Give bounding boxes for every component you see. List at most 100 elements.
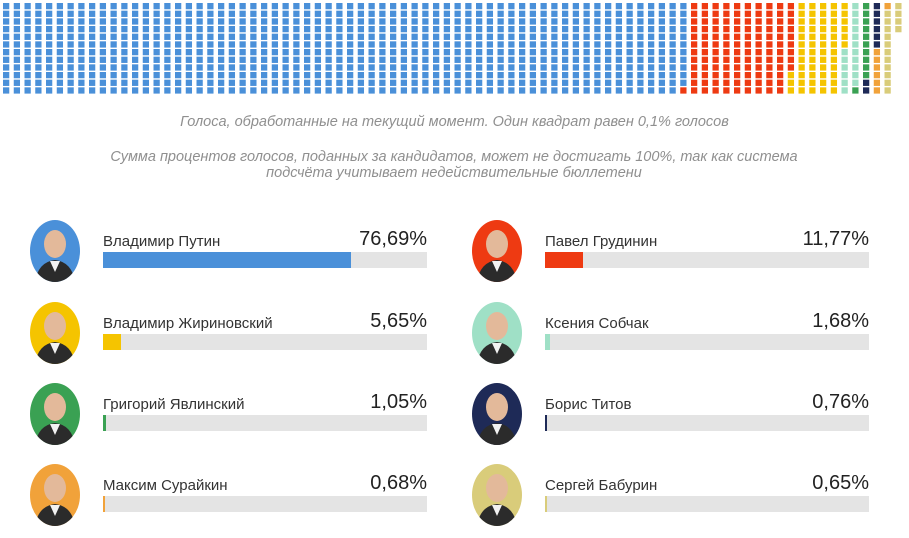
waffle-square	[400, 26, 408, 33]
waffle-square	[572, 79, 580, 86]
waffle-square	[228, 64, 236, 71]
waffle-square	[691, 33, 698, 40]
waffle-square	[852, 72, 859, 79]
waffle-square	[153, 49, 160, 56]
waffle-square	[89, 49, 96, 56]
waffle-square	[121, 87, 128, 94]
waffle-square	[56, 26, 64, 33]
waffle-square	[562, 33, 569, 40]
waffle-square	[787, 33, 795, 40]
waffle-square	[766, 33, 773, 40]
waffle-square	[185, 33, 193, 40]
waffle-square	[132, 64, 139, 71]
waffle-square	[540, 18, 547, 25]
waffle-square	[99, 26, 107, 33]
waffle-square	[766, 64, 773, 71]
waffle-square	[508, 18, 515, 25]
portrait-icon	[35, 393, 75, 445]
waffle-square	[572, 41, 580, 48]
waffle-square	[691, 26, 698, 33]
waffle-square	[755, 49, 762, 56]
bar-track	[103, 496, 427, 512]
waffle-square	[852, 41, 859, 48]
waffle-square	[701, 41, 709, 48]
waffle-square	[497, 18, 504, 25]
waffle-square	[347, 72, 354, 79]
waffle-square	[46, 26, 53, 33]
waffle-square	[35, 33, 42, 40]
waffle-square	[293, 72, 300, 79]
waffle-square	[852, 49, 859, 56]
waffle-square	[551, 79, 558, 86]
waffle-square	[185, 64, 193, 71]
waffle-square	[508, 3, 515, 10]
waffle-square	[443, 64, 451, 71]
waffle-square	[250, 64, 257, 71]
waffle-square	[99, 87, 107, 94]
avatar-grudinin	[472, 220, 522, 282]
waffle-square	[390, 56, 397, 63]
waffle-square	[852, 18, 859, 25]
waffle-square	[400, 18, 408, 25]
waffle-square	[228, 26, 236, 33]
waffle-square	[820, 64, 827, 71]
waffle-square	[379, 26, 386, 33]
waffle-square	[89, 56, 96, 63]
waffle-square	[239, 79, 246, 86]
waffle-square	[787, 41, 795, 48]
waffle-square	[583, 64, 590, 71]
waffle-square	[336, 18, 343, 25]
waffle-square	[400, 87, 408, 94]
waffle-square	[519, 72, 526, 79]
waffle-square	[35, 72, 42, 79]
waffle-square	[347, 87, 354, 94]
percent-note: Сумма процентов голосов, поданных за кан…	[110, 149, 798, 181]
waffle-square	[820, 41, 827, 48]
candidate-percent: 0,65%	[812, 472, 869, 494]
waffle-square	[443, 41, 451, 48]
waffle-square	[379, 33, 386, 40]
waffle-square	[712, 10, 719, 17]
waffle-square	[357, 79, 365, 86]
waffle-square	[99, 3, 107, 10]
waffle-square	[529, 33, 537, 40]
waffle-square	[648, 87, 655, 94]
bar-fill-titov	[545, 415, 547, 431]
candidate-row-sobchak: Ксения Собчак 1,68%	[472, 302, 872, 372]
waffle-square	[443, 49, 451, 56]
candidate-percent: 0,76%	[812, 391, 869, 413]
waffle-square	[895, 10, 902, 17]
waffle-square	[110, 79, 117, 86]
waffle-square	[465, 41, 472, 48]
waffle-square	[658, 87, 666, 94]
waffle-square	[67, 64, 74, 71]
waffle-square	[142, 79, 150, 86]
waffle-square	[540, 3, 547, 10]
waffle-square	[196, 26, 203, 33]
waffle-square	[239, 3, 246, 10]
waffle-square	[712, 18, 719, 25]
waffle-square	[486, 41, 494, 48]
waffle-square	[680, 56, 687, 63]
waffle-square	[314, 49, 322, 56]
waffle-square	[196, 41, 203, 48]
waffle-square	[712, 64, 719, 71]
waffle-square	[89, 3, 96, 10]
waffle-square	[411, 41, 418, 48]
waffle-square	[411, 49, 418, 56]
waffle-square	[777, 49, 784, 56]
waffle-square	[153, 79, 160, 86]
waffle-square	[476, 26, 483, 33]
waffle-square	[175, 10, 182, 17]
waffle-square	[605, 87, 612, 94]
waffle-square	[723, 33, 730, 40]
waffle-square	[820, 3, 827, 10]
waffle-square	[884, 3, 891, 10]
waffle-square	[24, 49, 31, 56]
waffle-square	[357, 33, 365, 40]
waffle-square	[551, 72, 558, 79]
waffle-square	[529, 49, 537, 56]
waffle-square	[379, 64, 386, 71]
waffle-square	[99, 41, 107, 48]
waffle-square	[304, 79, 311, 86]
